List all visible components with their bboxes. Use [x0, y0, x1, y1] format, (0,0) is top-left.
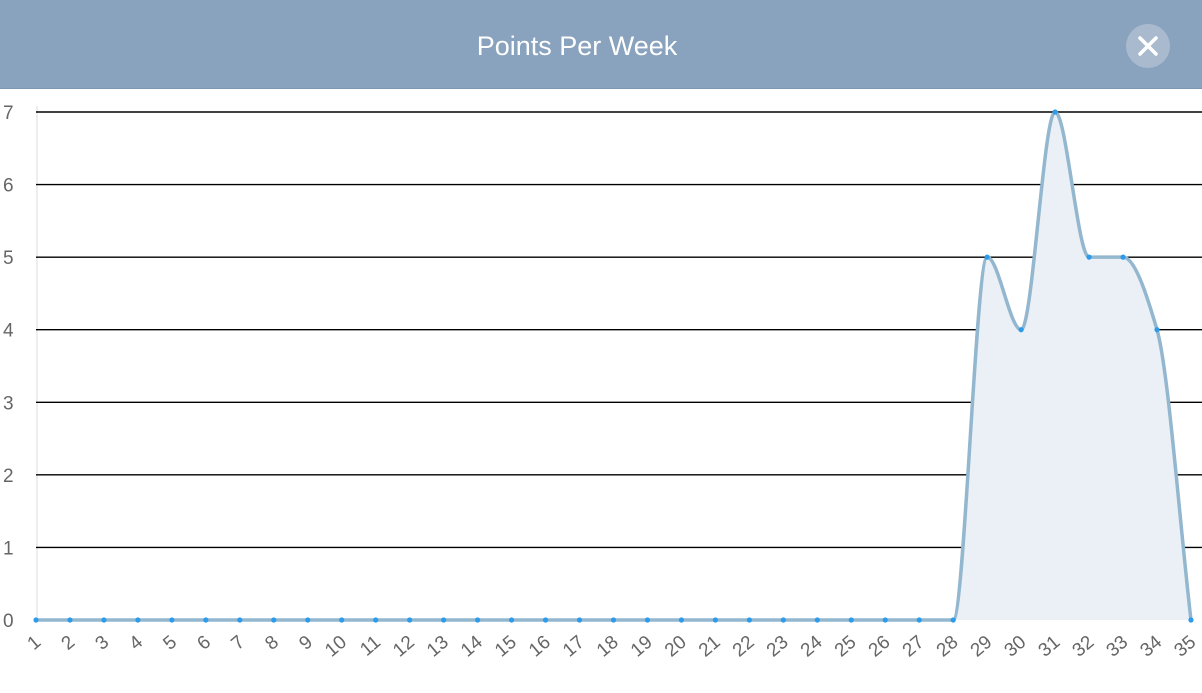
data-point[interactable] [441, 617, 447, 623]
data-point[interactable] [576, 617, 583, 623]
x-tick-label: 30 [1001, 632, 1031, 662]
x-tick-label: 19 [627, 632, 657, 662]
x-tick-label: 14 [457, 631, 487, 661]
data-point[interactable] [1120, 254, 1126, 260]
data-point[interactable] [984, 254, 990, 260]
x-tick-label: 25 [831, 632, 861, 662]
data-point[interactable] [407, 617, 413, 623]
x-tick-label: 20 [661, 632, 691, 662]
data-point[interactable] [33, 617, 39, 623]
modal-title: Points Per Week [476, 31, 678, 61]
data-point[interactable] [644, 617, 651, 623]
data-point[interactable] [950, 617, 956, 623]
x-tick-label: 4 [126, 631, 148, 654]
x-tick-label: 6 [193, 632, 215, 655]
modal-header: Points Per Week [0, 0, 1202, 89]
y-tick-label: 4 [3, 321, 14, 342]
data-point[interactable] [712, 617, 719, 623]
data-point[interactable] [1154, 327, 1160, 333]
data-point[interactable] [339, 617, 345, 623]
data-point[interactable] [542, 617, 549, 623]
series-area [36, 112, 1191, 620]
x-tick-label: 23 [763, 632, 793, 662]
y-tick-label: 1 [3, 538, 14, 559]
x-tick-label: 13 [423, 632, 453, 662]
y-tick-label: 3 [3, 393, 14, 414]
x-tick-label: 11 [356, 632, 385, 661]
data-point[interactable] [1086, 254, 1092, 260]
data-point[interactable] [882, 617, 888, 623]
data-point[interactable] [101, 617, 107, 623]
x-tick-label: 28 [933, 632, 963, 662]
x-tick-label: 34 [1137, 631, 1167, 661]
chart-area: 0 1 2 3 4 5 6 7 1 2 3 4 5 6 7 8 9 10 11 12 13 14 15 16 17 18 19 20 2… [0, 89, 1202, 688]
data-point[interactable] [305, 617, 311, 623]
x-tick-label: 33 [1103, 632, 1133, 662]
x-tick-label: 2 [58, 632, 80, 655]
data-point[interactable] [916, 617, 922, 623]
data-point[interactable] [237, 617, 243, 623]
data-point[interactable] [508, 617, 515, 623]
x-tick-label: 15 [491, 632, 521, 662]
x-tick-label: 22 [729, 632, 759, 662]
x-tick-label: 26 [865, 632, 895, 662]
y-tick-label: 7 [3, 103, 14, 124]
close-icon [1138, 36, 1158, 56]
data-point[interactable] [848, 617, 854, 623]
data-point[interactable] [1188, 617, 1194, 623]
data-point[interactable] [610, 617, 617, 623]
x-tick-label: 9 [295, 632, 317, 655]
x-tick-label: 17 [559, 632, 589, 662]
data-point[interactable] [746, 617, 752, 623]
data-point[interactable] [475, 617, 481, 623]
data-point[interactable] [169, 617, 175, 623]
x-tick-label: 3 [92, 632, 114, 655]
x-tick-label: 29 [967, 632, 997, 662]
data-point[interactable] [678, 617, 685, 623]
y-tick-label: 5 [3, 248, 14, 269]
data-point[interactable] [814, 617, 820, 623]
x-tick-label: 27 [899, 632, 929, 662]
close-button[interactable] [1126, 24, 1170, 68]
x-tick-label: 31 [1035, 632, 1065, 662]
data-point[interactable] [271, 617, 277, 623]
x-tick-label: 10 [321, 632, 351, 662]
x-tick-label: 18 [593, 632, 623, 662]
data-point[interactable] [135, 617, 141, 623]
x-tick-label: 8 [261, 632, 283, 655]
x-tick-label: 12 [389, 632, 419, 662]
x-tick-label: 16 [525, 632, 555, 662]
x-tick-label: 7 [227, 632, 249, 655]
x-tick-label: 1 [24, 632, 46, 655]
data-point[interactable] [203, 617, 209, 623]
x-tick-label: 24 [797, 631, 827, 661]
x-tick-label: 35 [1171, 632, 1201, 662]
data-point[interactable] [67, 617, 73, 623]
data-point[interactable] [780, 617, 786, 623]
y-tick-label: 6 [3, 176, 14, 197]
data-point[interactable] [373, 617, 379, 623]
x-tick-label: 32 [1069, 632, 1099, 662]
data-point[interactable] [1018, 327, 1024, 333]
y-tick-label: 0 [3, 611, 14, 632]
y-tick-label: 2 [3, 466, 14, 487]
x-tick-label: 5 [159, 632, 181, 655]
data-point[interactable] [1052, 109, 1058, 115]
x-tick-label: 21 [695, 632, 725, 662]
